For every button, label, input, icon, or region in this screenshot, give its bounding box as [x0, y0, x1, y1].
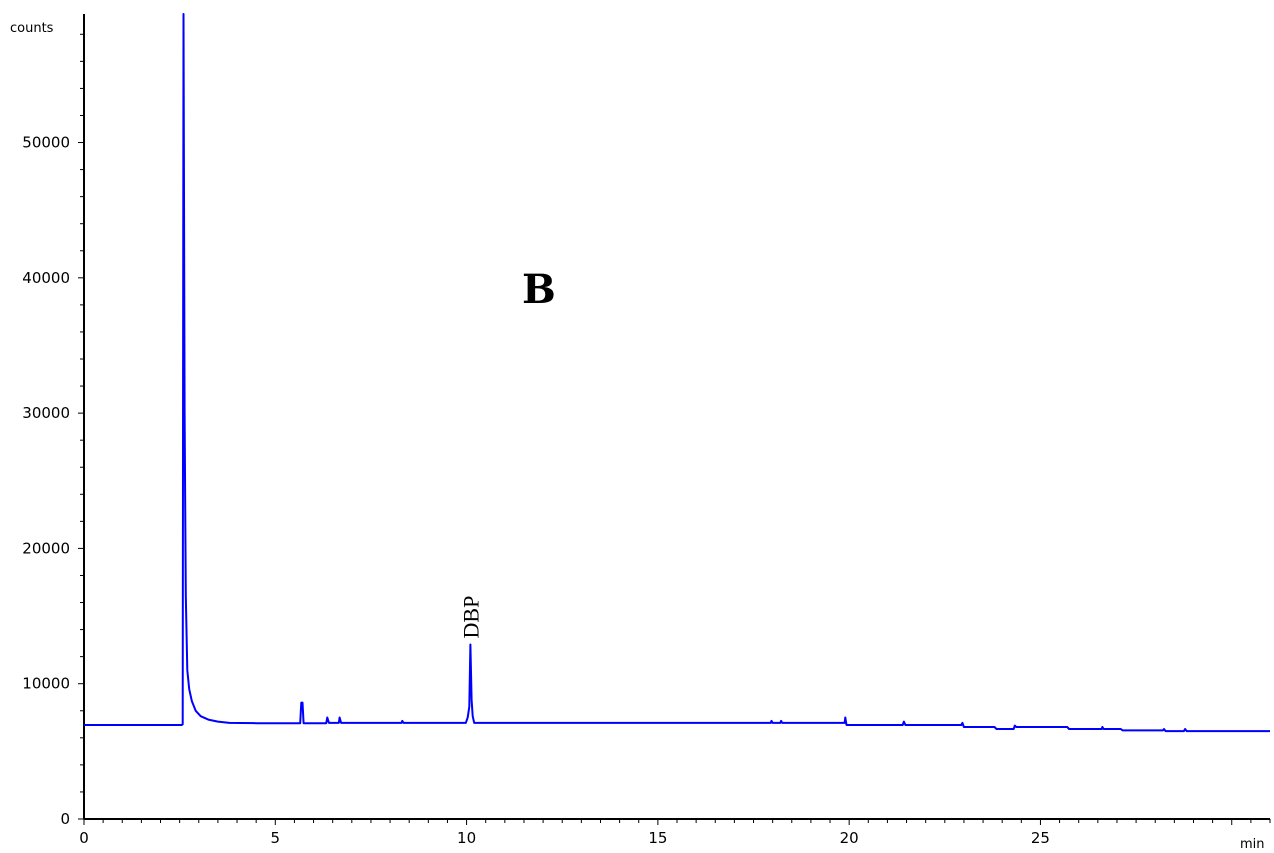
y-tick-label: 10000	[22, 675, 70, 693]
y-tick-label: 40000	[22, 269, 70, 287]
x-tick-label: 10	[457, 829, 476, 847]
x-axis-label: min	[1240, 837, 1265, 852]
y-axis-label: counts	[10, 21, 54, 36]
axes	[83, 14, 1270, 820]
y-tick-label: 20000	[22, 539, 70, 557]
x-tick-label: 20	[840, 829, 859, 847]
y-tick-label: 0	[60, 810, 70, 828]
tick-labels: 0 10000 20000 30000 40000 50000 0 5 10 15 20 25	[22, 134, 1050, 847]
x-tick-label: 0	[79, 829, 89, 847]
peak-label-dbp: DBP	[458, 596, 483, 639]
x-tick-label: 15	[648, 829, 667, 847]
x-tick-label: 25	[1031, 829, 1050, 847]
series-layer	[84, 13, 1270, 733]
series-line	[84, 13, 1270, 733]
y-tick-label: 30000	[22, 404, 70, 422]
panel-label: B	[522, 266, 556, 313]
x-tick-label: 5	[271, 829, 281, 847]
y-tick-label: 50000	[22, 134, 70, 152]
ticks	[78, 33, 1271, 825]
